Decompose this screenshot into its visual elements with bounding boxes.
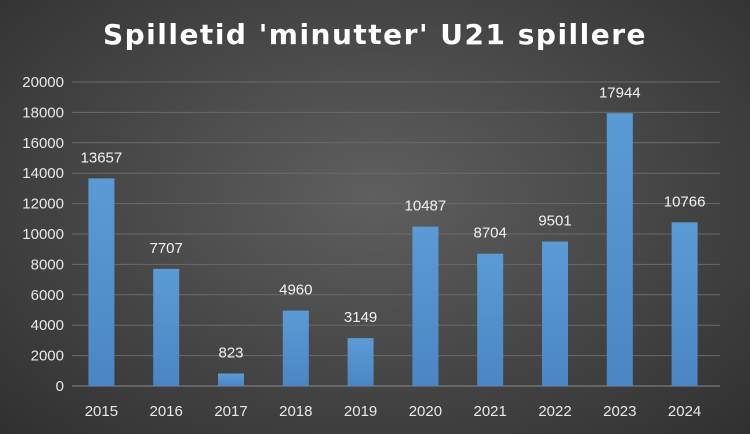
y-tick-label: 2000 [31, 348, 64, 365]
x-tick-label: 2021 [474, 403, 507, 420]
x-tick-label: 2022 [538, 403, 571, 420]
bar-2015 [88, 178, 115, 386]
bar-2022 [542, 241, 568, 386]
chart-title: Spilletid 'minutter' U21 spillere [102, 18, 648, 51]
data-label: 3149 [344, 309, 377, 326]
data-label: 823 [218, 344, 243, 361]
data-labels: 13657 7707 823 4960 3149 10487 8704 9501 17944 10… [81, 84, 706, 361]
bars [88, 113, 698, 387]
bar-2019 [347, 338, 374, 386]
data-label: 8704 [474, 225, 507, 242]
bar-2021 [477, 253, 504, 386]
y-tick-label: 18000 [22, 104, 64, 121]
data-label: 17944 [599, 84, 641, 101]
y-tick-label: 8000 [31, 256, 64, 273]
x-tick-label: 2017 [214, 403, 247, 420]
x-tick-label: 2015 [85, 403, 118, 420]
bar-2018 [282, 310, 309, 386]
data-label: 10766 [664, 193, 706, 210]
y-tick-label: 10000 [22, 226, 64, 243]
y-tick-label: 4000 [31, 317, 64, 334]
y-tick-label: 14000 [22, 165, 64, 182]
y-tick-label: 20000 [22, 74, 64, 91]
data-label: 9501 [538, 213, 571, 230]
y-tick-label: 12000 [22, 196, 64, 213]
bar-2016 [153, 268, 180, 386]
x-tick-label: 2020 [409, 403, 442, 420]
bar-2020 [412, 226, 439, 386]
x-tick-label: 2018 [279, 403, 312, 420]
y-axis-tick-labels: 0 2000 4000 6000 8000 10000 12000 14000 16000 180… [22, 74, 64, 395]
x-tick-label: 2016 [150, 403, 183, 420]
gridlines [72, 81, 720, 387]
data-label: 13657 [81, 149, 123, 166]
y-tick-label: 6000 [31, 287, 64, 304]
x-tick-label: 2019 [344, 403, 377, 420]
data-label: 7707 [150, 240, 183, 257]
data-label: 4960 [279, 282, 312, 299]
x-tick-label: 2024 [668, 403, 701, 420]
bar-2024 [671, 222, 698, 386]
x-tick-label: 2023 [603, 403, 636, 420]
data-label: 10487 [405, 198, 447, 215]
bar-2017 [218, 373, 244, 386]
y-tick-label: 16000 [22, 135, 64, 152]
y-tick-label: 0 [56, 378, 64, 395]
x-axis-tick-labels: 2015 2016 2017 2018 2019 2020 2021 2022 2023 2024 [85, 403, 702, 420]
bar-2023 [606, 113, 633, 387]
